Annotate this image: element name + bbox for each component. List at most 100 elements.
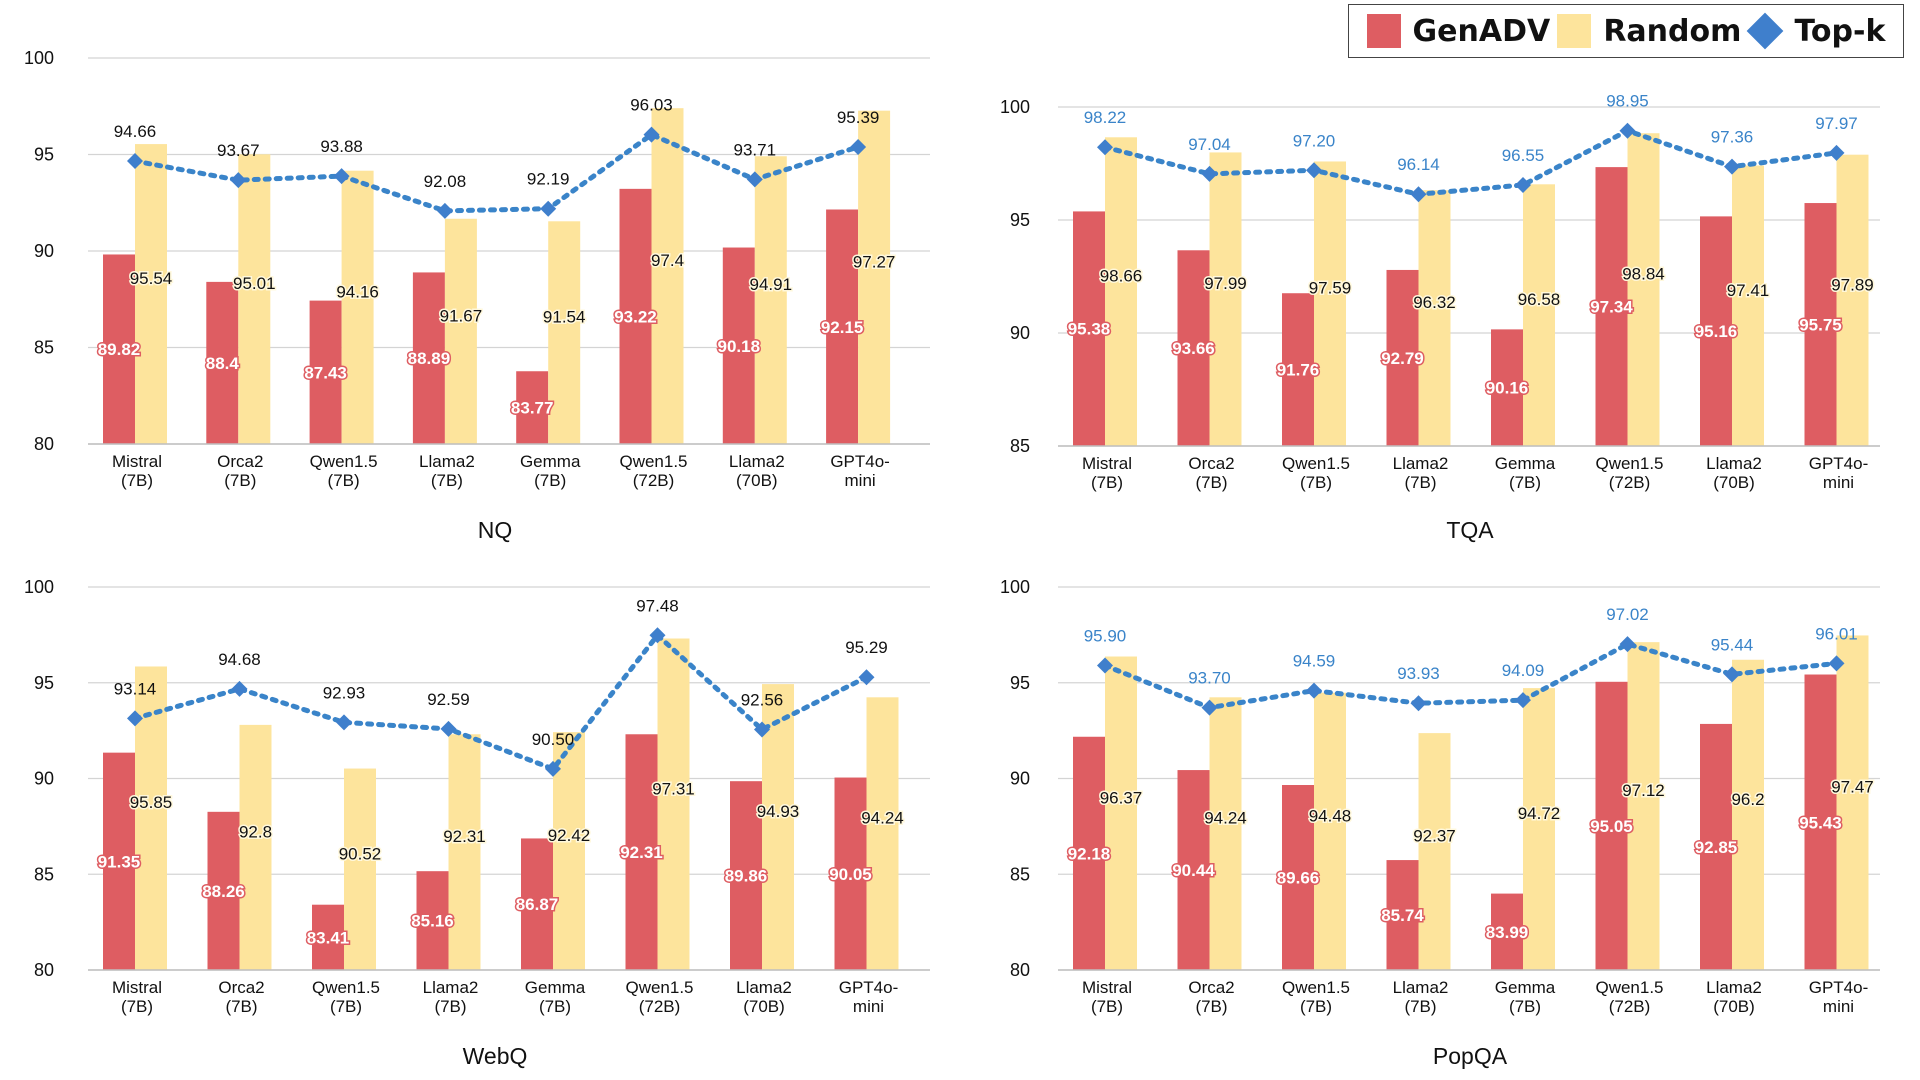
data-label-topk: 97.04 [1188, 135, 1231, 154]
data-label-topk: 92.56 [741, 690, 784, 709]
topk-marker [1306, 162, 1322, 179]
x-tick-label: (72B) [1609, 997, 1651, 1016]
legend-entry-random: Random [1557, 14, 1741, 49]
data-label-genadv: 88.4 [206, 354, 240, 373]
data-label-random: 95.01 [233, 274, 276, 293]
x-tick-label: Orca2 [217, 452, 263, 471]
data-label-topk: 96.55 [1502, 146, 1545, 165]
bar-genadv [1177, 770, 1210, 970]
data-label-random: 95.85 [130, 793, 173, 812]
data-label-random: 97.89 [1831, 275, 1874, 294]
topk-marker [850, 138, 867, 155]
x-tick-label: Llama2 [419, 452, 475, 471]
y-tick-label: 80 [34, 960, 54, 980]
x-tick-label: Orca2 [1188, 978, 1234, 997]
y-tick-label: 85 [34, 864, 54, 884]
x-tick-label: GPT4o- [1809, 978, 1869, 997]
legend-entry-topk: Top-k [1747, 12, 1886, 50]
topk-marker [545, 760, 561, 777]
x-tick-label: Llama2 [736, 978, 792, 997]
y-tick-label: 85 [1010, 864, 1030, 884]
data-label-genadv: 89.82 [98, 340, 141, 359]
data-label-topk: 94.09 [1502, 661, 1545, 680]
data-label-random: 94.24 [1204, 809, 1247, 828]
topk-marker [754, 721, 770, 738]
bar-random [1314, 692, 1346, 970]
data-label-random: 94.24 [861, 809, 904, 828]
y-tick-label: 95 [1010, 210, 1030, 230]
bar-genadv [309, 300, 342, 444]
data-label-random: 94.93 [757, 802, 800, 821]
bar-random [135, 144, 167, 444]
bar-random [1836, 154, 1869, 446]
data-label-random: 96.37 [1100, 788, 1143, 807]
topk-marker [127, 710, 143, 727]
x-tick-label: Mistral [1082, 978, 1132, 997]
chart-title: PopQA [1433, 1043, 1508, 1069]
x-tick-label: (7B) [121, 997, 153, 1016]
y-tick-label: 95 [34, 145, 54, 165]
bar-random [553, 732, 585, 970]
topk-marker [440, 720, 457, 737]
x-tick-label: (7B) [1300, 473, 1332, 492]
topk-marker [1724, 158, 1740, 175]
bar-random [238, 154, 271, 444]
data-label-genadv: 85.74 [1381, 906, 1424, 925]
bar-genadv [103, 752, 135, 970]
x-tick-label: Gemma [1495, 978, 1556, 997]
data-label-random: 91.67 [440, 306, 483, 325]
bar-genadv [1700, 216, 1732, 446]
x-tick-label: (7B) [1195, 473, 1227, 492]
bar-genadv [1073, 211, 1105, 446]
topk-marker [1097, 657, 1113, 674]
x-tick-label: Mistral [112, 452, 162, 471]
data-label-genadv: 97.34 [1590, 298, 1633, 317]
bar-genadv [619, 188, 652, 444]
data-label-genadv: 87.43 [304, 363, 347, 382]
x-tick-label: Qwen1.5 [1282, 454, 1350, 473]
data-label-random: 94.91 [750, 275, 793, 294]
data-label-random: 97.47 [1831, 778, 1874, 797]
data-label-topk: 95.39 [837, 108, 880, 127]
chart-webq: 80859095100Mistral(7B)Orca2(7B)Qwen1.5(7… [24, 577, 930, 1069]
x-tick-label: (7B) [330, 997, 362, 1016]
x-tick-label: (7B) [539, 997, 571, 1016]
bar-genadv [1386, 269, 1419, 446]
data-label-topk: 94.59 [1293, 652, 1336, 671]
legend-label-topk: Top-k [1794, 13, 1886, 49]
y-tick-label: 90 [34, 241, 54, 261]
chart-title: TQA [1446, 517, 1494, 543]
bar-genadv [1177, 250, 1210, 446]
x-tick-label: mini [853, 997, 884, 1016]
data-label-genadv: 85.16 [411, 912, 454, 931]
data-label-topk: 96.14 [1397, 155, 1440, 174]
y-tick-label: 90 [34, 769, 54, 789]
x-tick-label: (72B) [639, 997, 681, 1016]
bar-random [448, 734, 481, 970]
bar-genadv [521, 838, 553, 970]
data-label-genadv: 86.87 [516, 895, 559, 914]
bar-genadv [207, 811, 240, 970]
genadv-swatch [1366, 14, 1401, 48]
data-label-genadv: 90.44 [1172, 861, 1215, 880]
bar-random [1418, 733, 1451, 970]
topk-line [1102, 128, 1839, 197]
topk-marker [1410, 695, 1427, 712]
x-tick-label: (7B) [434, 997, 466, 1016]
data-label-topk: 97.20 [1293, 131, 1336, 150]
data-label-genadv: 89.66 [1277, 869, 1320, 888]
y-tick-label: 90 [1010, 769, 1030, 789]
data-label-genadv: 89.86 [725, 867, 768, 886]
data-label-random: 91.54 [543, 308, 586, 327]
data-label-topk: 97.48 [636, 596, 679, 615]
data-label-genadv: 90.18 [718, 337, 761, 356]
x-tick-label: (7B) [224, 471, 256, 490]
x-tick-label: (70B) [1713, 473, 1755, 492]
x-tick-label: mini [845, 471, 876, 490]
y-tick-label: 100 [24, 577, 54, 597]
bar-genadv [1073, 736, 1105, 970]
data-label-genadv: 95.43 [1799, 813, 1842, 832]
data-label-topk: 98.22 [1084, 108, 1127, 127]
data-label-genadv: 92.31 [620, 843, 663, 862]
